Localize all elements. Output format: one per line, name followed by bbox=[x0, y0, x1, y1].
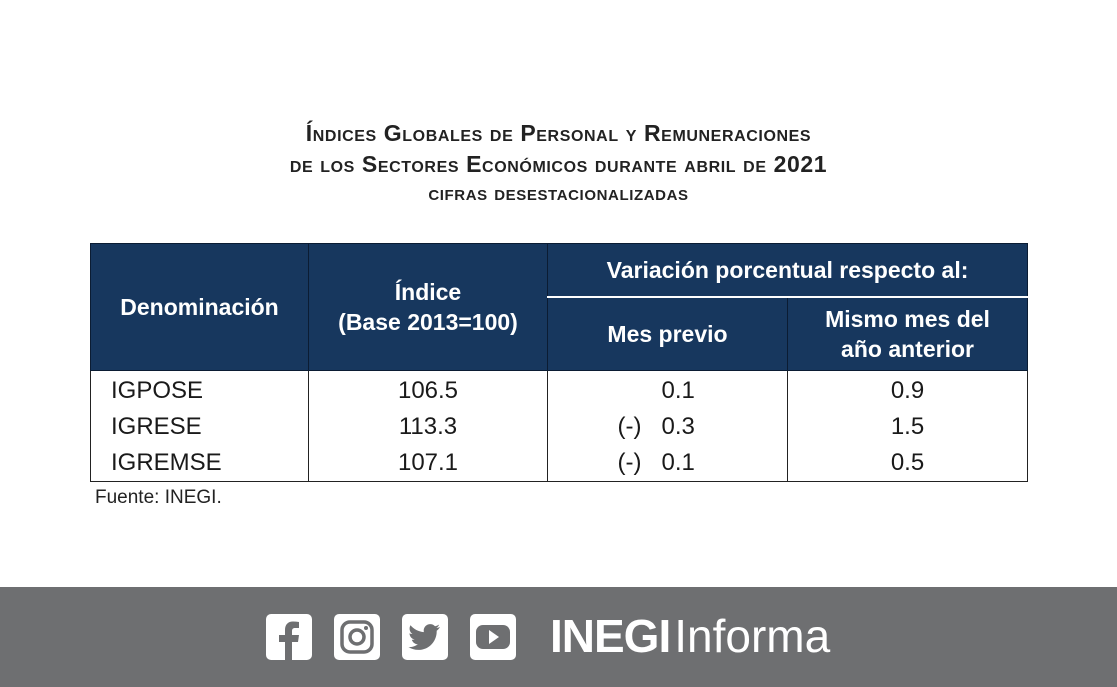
youtube-icon[interactable] bbox=[470, 614, 516, 660]
table-row: IGRESE 113.3 (-) 0.3 1.5 bbox=[90, 409, 1029, 445]
inegi-informa-logo: INEGI Informa bbox=[550, 609, 830, 665]
header-mismo-mes-line1: Mismo mes del bbox=[825, 305, 990, 332]
indices-table: Denominación Índice (Base 2013=100) Vari… bbox=[90, 243, 1029, 482]
row-mes-previo: (-) 0.3 bbox=[547, 409, 788, 445]
facebook-icon[interactable] bbox=[266, 614, 312, 660]
row-indice: 106.5 bbox=[308, 370, 548, 409]
footer-bar: INEGI Informa bbox=[0, 587, 1117, 687]
title-line-1: Índices Globales de Personal y Remunerac… bbox=[305, 120, 812, 146]
row-mes-previo-sign: (-) bbox=[617, 449, 642, 476]
row-mes-previo-sign: (-) bbox=[617, 413, 642, 440]
row-anual: 0.9 bbox=[786, 370, 1029, 409]
table-row: IGPOSE 106.5 0.1 0.9 bbox=[90, 370, 1029, 409]
row-mes-previo-value: 0.1 bbox=[661, 449, 695, 476]
row-name: IGRESE bbox=[90, 409, 309, 445]
header-indice-line1: Índice bbox=[394, 279, 462, 305]
header-indice-line2: (Base 2013=100) bbox=[338, 309, 518, 335]
row-mes-previo-value: 0.3 bbox=[661, 413, 695, 440]
row-anual: 1.5 bbox=[786, 409, 1029, 445]
row-mes-previo: (-) 0.1 bbox=[547, 445, 788, 482]
title-line-3: cifras desestacionalizadas bbox=[428, 182, 689, 205]
header-mismo-mes: Mismo mes del año anterior bbox=[786, 296, 1029, 371]
table-row: IGREMSE 107.1 (-) 0.1 0.5 bbox=[90, 445, 1029, 482]
header-variacion: Variación porcentual respecto al: bbox=[546, 243, 1029, 298]
row-anual: 0.5 bbox=[786, 445, 1029, 482]
brand-light: Informa bbox=[674, 610, 831, 662]
row-name: IGREMSE bbox=[90, 445, 309, 482]
row-indice: 107.1 bbox=[308, 445, 548, 482]
title-line-2: de los Sectores Económicos durante abril… bbox=[289, 151, 828, 177]
header-indice: Índice (Base 2013=100) bbox=[308, 243, 548, 371]
row-indice: 113.3 bbox=[308, 409, 548, 445]
twitter-icon[interactable] bbox=[402, 614, 448, 660]
brand-bold: INEGI bbox=[550, 610, 671, 662]
row-name: IGPOSE bbox=[90, 370, 309, 409]
row-mes-previo: 0.1 bbox=[547, 370, 788, 409]
row-mes-previo-value: 0.1 bbox=[661, 377, 695, 404]
instagram-icon[interactable] bbox=[334, 614, 380, 660]
header-mes-previo: Mes previo bbox=[547, 296, 788, 371]
header-mismo-mes-line2: año anterior bbox=[841, 335, 974, 362]
header-denominacion: Denominación bbox=[90, 243, 309, 371]
source-note: Fuente: INEGI. bbox=[95, 487, 222, 508]
document-title: Índices Globales de Personal y Remunerac… bbox=[0, 118, 1117, 208]
